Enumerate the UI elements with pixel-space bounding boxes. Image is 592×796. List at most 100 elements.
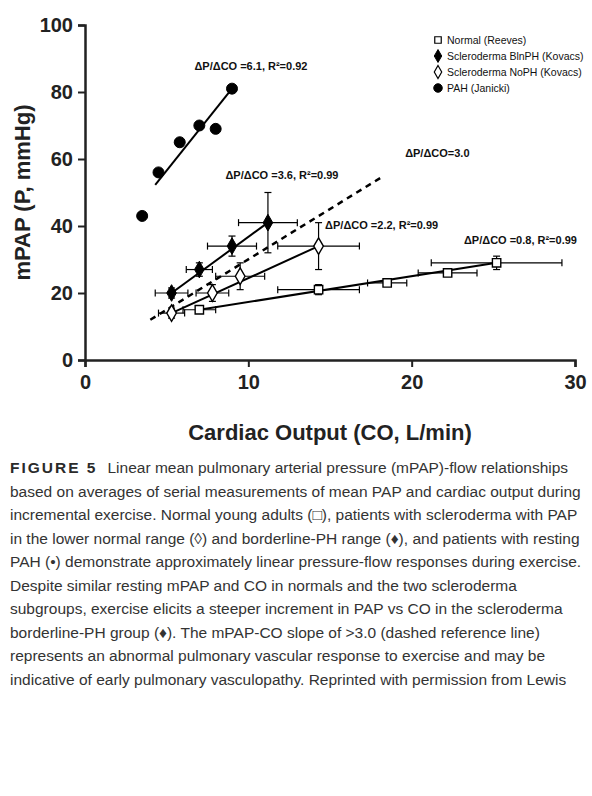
x-error-cap <box>359 286 360 293</box>
fit-line <box>155 89 232 185</box>
x-error-cap <box>207 243 208 250</box>
y-error-cap <box>229 256 236 257</box>
fit-line <box>199 263 496 310</box>
x-error-cap <box>264 273 265 280</box>
x-tick-label: 0 <box>80 371 91 393</box>
data-point <box>314 238 324 255</box>
legend-item: Normal (Reeves) <box>435 34 527 46</box>
data-point <box>167 305 177 322</box>
y-tick: 100 <box>40 14 85 36</box>
caption-text: Linear mean pulmonary arterial pressure … <box>10 459 581 688</box>
data-point <box>210 123 221 134</box>
slope-annotation: ΔP/ΔCO =3.6, R²=0.99 <box>225 169 338 181</box>
x-error-cap <box>158 310 159 317</box>
y-tick: 80 <box>51 81 85 103</box>
x-error-cap <box>359 243 360 250</box>
data-point <box>263 214 273 231</box>
x-tick-label: 20 <box>401 371 423 393</box>
x-tick-mark <box>248 360 250 367</box>
x-error-cap <box>367 279 368 286</box>
x-error-cap <box>212 266 213 273</box>
x-error-cap <box>238 219 239 226</box>
data-point <box>227 83 238 94</box>
legend-label: Normal (Reeves) <box>447 34 526 46</box>
series-group <box>137 83 238 221</box>
y-tick-label: 0 <box>62 349 73 371</box>
x-error-cap <box>215 306 216 313</box>
x-error-bar <box>431 259 562 266</box>
y-tick-mark <box>78 25 85 27</box>
y-tick-mark <box>78 159 85 161</box>
figure-caption: FIGURE 5Linear mean pulmonary arterial p… <box>10 456 584 691</box>
slope-annotation: ΔP/ΔCO =0.8, R²=0.99 <box>464 234 577 246</box>
x-error-bar <box>418 269 477 276</box>
y-tick-label: 20 <box>51 282 73 304</box>
x-error-cap <box>186 266 187 273</box>
y-error-cap <box>315 222 322 223</box>
x-error-cap <box>256 243 257 250</box>
x-axis-title: Cardiac Output (CO, L/min) <box>188 420 472 445</box>
y-error-bar <box>196 306 203 313</box>
legend-item: Scleroderma NoPH (Kovacs) <box>434 66 582 79</box>
annotations: ΔP/ΔCO =6.1, R²=0.92 ΔP/ΔCO=3.0 ΔP/ΔCO =3.… <box>194 60 577 246</box>
x-error-cap <box>187 290 188 297</box>
data-point <box>227 238 237 255</box>
x-tick: 30 <box>564 360 586 393</box>
data-point <box>443 269 451 277</box>
y-tick: 40 <box>51 215 85 237</box>
legend-item: Scleroderma BlnPH (Kovacs) <box>434 50 583 63</box>
y-tick: 0 <box>62 349 85 371</box>
x-tick-mark <box>575 360 577 367</box>
y-axis-line <box>78 26 86 361</box>
legend-marker <box>435 37 441 43</box>
x-error-cap <box>418 269 419 276</box>
slope-annotation: ΔP/ΔCO=3.0 <box>405 147 469 159</box>
y-tick-label: 60 <box>51 148 73 170</box>
legend-item: PAH (Janicki) <box>434 82 510 94</box>
y-error-bar <box>444 270 451 277</box>
legend: Normal (Reeves) Scleroderma BlnPH (Kovacs… <box>434 34 584 94</box>
y-tick-mark <box>78 226 85 228</box>
y-error-cap <box>493 256 500 257</box>
x-tick-label: 10 <box>238 371 260 393</box>
x-error-bar <box>368 279 407 286</box>
series-group <box>159 223 360 322</box>
data-point <box>174 137 185 148</box>
y-error-cap <box>493 269 500 270</box>
x-error-cap <box>297 219 298 226</box>
x-tick: 0 <box>80 360 91 393</box>
y-tick: 60 <box>51 148 85 170</box>
x-tick-mark <box>411 360 413 367</box>
y-tick-mark <box>78 293 85 295</box>
chart-svg: 0 10 20 30 0 20 40 60 80 100 Cardiac Output (CO, L… <box>0 0 592 450</box>
legend-label: Scleroderma BlnPH (Kovacs) <box>447 50 584 62</box>
x-error-cap <box>155 290 156 297</box>
y-error-bar <box>384 280 391 287</box>
data-point <box>383 279 391 287</box>
x-axis-line <box>86 361 576 368</box>
y-tick-mark <box>78 360 85 362</box>
y-error-bar <box>493 256 500 269</box>
legend-marker <box>434 84 443 93</box>
x-error-cap <box>184 310 185 317</box>
x-error-cap <box>195 290 196 297</box>
fit-line <box>172 223 268 293</box>
data-point <box>208 285 218 302</box>
y-tick-label: 80 <box>51 81 73 103</box>
chart-container: 0 10 20 30 0 20 40 60 80 100 Cardiac Output (CO, L… <box>0 0 592 450</box>
data-point <box>195 306 203 314</box>
series-group <box>183 256 562 314</box>
data-point <box>137 210 148 221</box>
y-error-cap <box>315 269 322 270</box>
x-error-cap <box>476 269 477 276</box>
x-error-cap <box>215 273 216 280</box>
x-error-cap <box>431 259 432 266</box>
slope-annotation: ΔP/ΔCO =6.1, R²=0.92 <box>194 60 307 72</box>
y-tick: 20 <box>51 282 85 304</box>
data-point <box>153 167 164 178</box>
data-point <box>167 285 177 302</box>
legend-label: Scleroderma NoPH (Kovacs) <box>447 66 582 78</box>
data-point <box>314 285 322 293</box>
data-point <box>195 261 205 278</box>
fit-line <box>172 246 319 313</box>
